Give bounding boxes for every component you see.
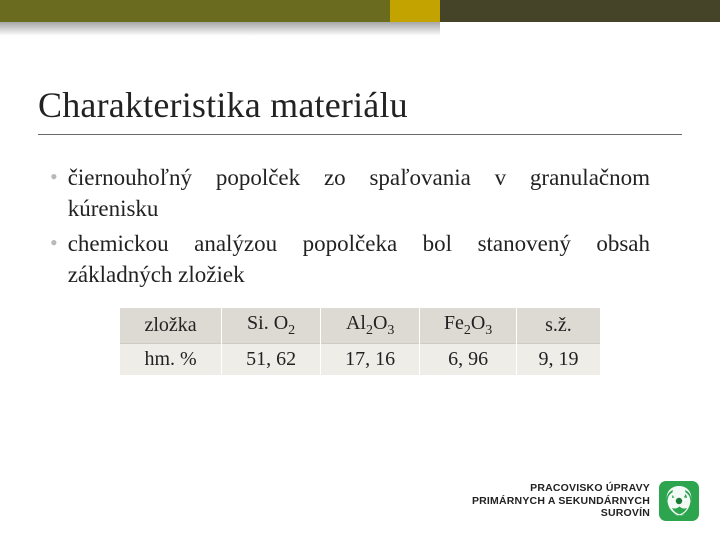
bullet-text: čiernouhoľný popolček zo spaľovania v gr… — [68, 162, 650, 224]
cell-sio2: 51, 62 — [222, 344, 321, 376]
table: zložka Si. O2 Al2O3 Fe2O3 s.ž. hm. % 51,… — [120, 308, 600, 375]
bullet-text: chemickou analýzou popolčeka bol stanove… — [68, 228, 650, 290]
page-title: Charakteristika materiálu — [38, 84, 408, 126]
bullet-item: • čiernouhoľný popolček zo spaľovania v … — [50, 162, 650, 224]
col-sz: s.ž. — [516, 308, 600, 344]
slide-root: Charakteristika materiálu • čiernouhoľný… — [0, 0, 720, 540]
header-stripe-dark — [440, 0, 720, 22]
cell-al2o3: 17, 16 — [321, 344, 420, 376]
table-header-row: zložka Si. O2 Al2O3 Fe2O3 s.ž. — [120, 308, 600, 344]
cell-sz: 9, 19 — [516, 344, 600, 376]
footer-text: PRACOVISKO ÚPRAVY PRIMÁRNYCH A SEKUNDÁRN… — [472, 482, 650, 520]
bullet-item: • chemickou analýzou popolčeka bol stano… — [50, 228, 650, 290]
cell-fe2o3: 6, 96 — [420, 344, 517, 376]
col-sio2: Si. O2 — [222, 308, 321, 344]
header-stripe-gold — [390, 0, 440, 22]
footer-line: SUROVÍN — [472, 507, 650, 520]
recycle-logo-icon — [658, 480, 700, 522]
col-sub: 2 — [288, 323, 295, 338]
row-label: hm. % — [120, 344, 222, 376]
col-zlozka: zložka — [120, 308, 222, 344]
col-al2o3: Al2O3 — [321, 308, 420, 344]
footer: PRACOVISKO ÚPRAVY PRIMÁRNYCH A SEKUNDÁRN… — [472, 480, 700, 522]
table-data-row: hm. % 51, 62 17, 16 6, 96 9, 19 — [120, 344, 600, 376]
bullet-list: • čiernouhoľný popolček zo spaľovania v … — [50, 162, 650, 294]
bullet-dot-icon: • — [50, 162, 58, 224]
header-stripe-olive — [0, 0, 390, 22]
header-stripe-shadow — [0, 22, 440, 36]
title-underline — [38, 134, 682, 135]
bullet-dot-icon: • — [50, 228, 58, 290]
col-label: s.ž. — [545, 314, 572, 336]
composition-table: zložka Si. O2 Al2O3 Fe2O3 s.ž. hm. % 51,… — [120, 308, 600, 375]
footer-line: PRACOVISKO ÚPRAVY — [472, 482, 650, 495]
col-label: Si. O — [247, 312, 288, 334]
footer-line: PRIMÁRNYCH A SEKUNDÁRNYCH — [472, 495, 650, 508]
col-fe2o3: Fe2O3 — [420, 308, 517, 344]
col-label: zložka — [144, 314, 196, 336]
